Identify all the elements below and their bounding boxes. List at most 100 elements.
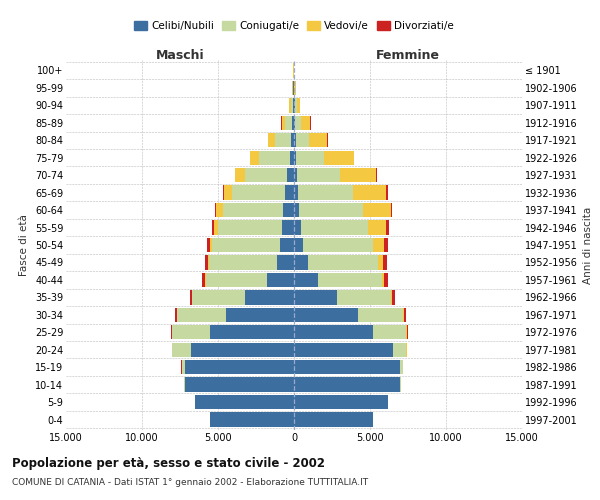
Bar (223, 203, 283, 217)
Bar (294, 220, 301, 234)
Bar (277, 256, 294, 270)
Bar (235, 168, 245, 182)
Bar (340, 168, 376, 182)
Bar (392, 290, 395, 304)
Bar (290, 150, 294, 165)
Bar (206, 273, 266, 287)
Bar (294, 395, 388, 409)
Bar (294, 412, 373, 426)
Bar (293, 98, 294, 112)
Bar (205, 256, 208, 270)
Bar (211, 325, 294, 340)
Bar (275, 133, 291, 148)
Bar (383, 238, 388, 252)
Bar (385, 273, 388, 287)
Bar (293, 81, 294, 95)
Bar (208, 256, 209, 270)
Bar (391, 290, 392, 304)
Bar (209, 238, 212, 252)
Bar (294, 116, 295, 130)
Bar (376, 168, 377, 182)
Bar (185, 378, 294, 392)
Y-axis label: Anni di nascita: Anni di nascita (583, 206, 593, 284)
Bar (211, 412, 294, 426)
Bar (182, 360, 185, 374)
Bar (205, 273, 206, 287)
Bar (289, 98, 290, 112)
Bar (386, 220, 389, 234)
Bar (377, 256, 383, 270)
Bar (373, 325, 406, 340)
Bar (295, 116, 301, 130)
Bar (284, 116, 292, 130)
Bar (185, 360, 294, 374)
Bar (190, 290, 192, 304)
Bar (206, 238, 209, 252)
Bar (296, 150, 323, 165)
Bar (298, 186, 353, 200)
Bar (223, 186, 224, 200)
Bar (294, 360, 400, 374)
Bar (292, 116, 294, 130)
Bar (195, 395, 294, 409)
Bar (301, 220, 368, 234)
Bar (294, 256, 308, 270)
Bar (404, 308, 406, 322)
Bar (368, 220, 386, 234)
Bar (283, 203, 294, 217)
Bar (192, 290, 245, 304)
Bar (393, 342, 406, 357)
Bar (226, 308, 294, 322)
Bar (212, 220, 214, 234)
Bar (400, 360, 403, 374)
Bar (191, 342, 294, 357)
Bar (303, 238, 373, 252)
Bar (337, 290, 391, 304)
Bar (215, 203, 217, 217)
Bar (294, 342, 393, 357)
Bar (294, 150, 296, 165)
Bar (383, 256, 388, 270)
Bar (212, 238, 280, 252)
Bar (373, 238, 383, 252)
Bar (209, 256, 277, 270)
Bar (391, 203, 392, 217)
Bar (297, 168, 340, 182)
Bar (250, 150, 259, 165)
Bar (266, 273, 294, 287)
Bar (294, 186, 298, 200)
Bar (259, 150, 290, 165)
Bar (358, 308, 403, 322)
Bar (294, 378, 400, 392)
Bar (217, 203, 223, 217)
Bar (294, 308, 358, 322)
Y-axis label: Fasce di età: Fasce di età (19, 214, 29, 276)
Bar (172, 342, 191, 357)
Bar (386, 186, 388, 200)
Bar (294, 168, 297, 182)
Bar (294, 133, 296, 148)
Bar (382, 273, 385, 287)
Text: COMUNE DI CATANIA - Dati ISTAT 1° gennaio 2002 - Elaborazione TUTTITALIA.IT: COMUNE DI CATANIA - Dati ISTAT 1° gennai… (12, 478, 368, 487)
Text: Popolazione per età, sesso e stato civile - 2002: Popolazione per età, sesso e stato civil… (12, 457, 325, 470)
Bar (309, 133, 328, 148)
Bar (308, 256, 377, 270)
Bar (294, 203, 299, 217)
Bar (294, 238, 303, 252)
Bar (301, 116, 310, 130)
Text: Maschi: Maschi (155, 48, 205, 62)
Bar (363, 203, 391, 217)
Bar (323, 150, 354, 165)
Bar (291, 133, 294, 148)
Bar (294, 290, 337, 304)
Legend: Celibi/Nubili, Coniugati/e, Vedovi/e, Divorziati/e: Celibi/Nubili, Coniugati/e, Vedovi/e, Di… (130, 17, 458, 36)
Bar (282, 220, 294, 234)
Bar (294, 98, 295, 112)
Bar (294, 273, 319, 287)
Bar (172, 325, 211, 340)
Bar (202, 273, 205, 287)
Bar (175, 308, 177, 322)
Bar (214, 220, 218, 234)
Bar (299, 203, 363, 217)
Bar (177, 308, 226, 322)
